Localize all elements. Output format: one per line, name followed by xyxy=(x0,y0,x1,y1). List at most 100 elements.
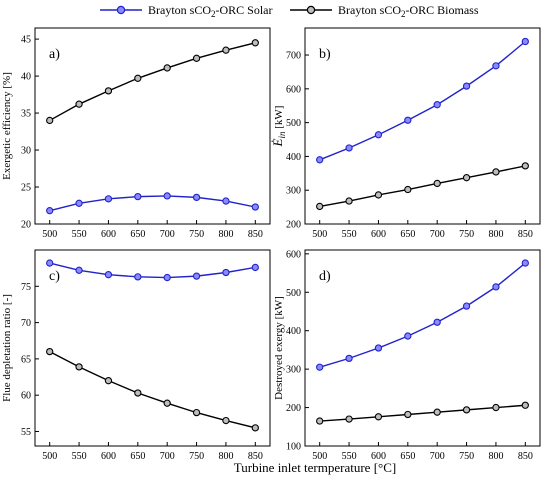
series-line xyxy=(49,195,256,212)
x-tick-label: 800 xyxy=(488,451,503,462)
series-2 xyxy=(316,401,529,425)
x-tick-label: 500 xyxy=(42,229,57,240)
data-point xyxy=(192,272,201,280)
x-tick-label: 650 xyxy=(400,451,415,462)
y-tick-label: 200 xyxy=(286,220,301,231)
data-point xyxy=(404,410,412,419)
data-point xyxy=(374,413,383,421)
data-point xyxy=(345,197,353,205)
data-point xyxy=(433,408,441,416)
x-tick-label: 650 xyxy=(130,451,145,462)
series-line xyxy=(49,42,256,122)
data-point xyxy=(163,64,171,72)
data-point xyxy=(374,131,383,139)
data-point xyxy=(163,273,171,282)
shared-x-axis-label: Turbine inlet termperature [°C] xyxy=(234,460,396,475)
x-tick-label: 550 xyxy=(72,229,87,240)
data-point xyxy=(345,144,353,152)
legend-marker xyxy=(306,5,316,15)
data-point xyxy=(251,424,259,432)
y-tick-label: 75 xyxy=(21,282,31,293)
data-point xyxy=(316,363,324,371)
data-point xyxy=(316,202,324,211)
x-tick-label: 550 xyxy=(342,451,357,462)
series-2 xyxy=(46,39,259,125)
x-tick-label: 550 xyxy=(342,229,357,240)
x-tick-label: 750 xyxy=(459,229,474,240)
data-point xyxy=(134,389,142,397)
data-point xyxy=(521,259,529,267)
x-tick-label: 500 xyxy=(312,451,327,462)
x-tick-label: 500 xyxy=(42,451,57,462)
data-point xyxy=(46,347,54,356)
x-tick-label: 800 xyxy=(488,229,503,240)
data-point xyxy=(75,199,83,207)
data-point xyxy=(251,263,259,272)
data-point xyxy=(75,363,83,371)
y-tick-label: 600 xyxy=(286,84,301,95)
data-point xyxy=(433,179,441,188)
data-point xyxy=(462,302,471,310)
data-point xyxy=(222,197,230,205)
x-tick-label: 600 xyxy=(371,451,386,462)
data-point xyxy=(492,62,500,70)
data-point xyxy=(374,344,383,352)
data-point xyxy=(492,283,500,291)
data-point xyxy=(492,168,500,176)
panel-4: 500 550 600 650 700 750 800 850 100 200 300 400 500 6… xyxy=(273,249,541,462)
data-point xyxy=(433,101,441,109)
data-point xyxy=(316,417,324,425)
data-point xyxy=(104,195,113,203)
data-point xyxy=(404,116,412,124)
y-tick-label: 45 xyxy=(21,35,31,46)
x-tick-label: 800 xyxy=(218,451,233,462)
x-tick-label: 650 xyxy=(400,229,415,240)
y-tick-label: 600 xyxy=(286,249,301,260)
x-tick-label: 800 xyxy=(218,229,233,240)
data-point xyxy=(404,332,412,340)
data-point xyxy=(46,207,54,215)
legend-label: Brayton sCO2-ORC Solar xyxy=(148,3,273,19)
data-point xyxy=(345,354,353,363)
plot-frame xyxy=(304,27,541,225)
data-point xyxy=(316,156,324,164)
y-tick-label: 35 xyxy=(21,109,31,120)
data-point xyxy=(163,192,171,200)
series-line xyxy=(319,40,526,161)
series-1 xyxy=(46,192,259,215)
y-tick-label: 700 xyxy=(286,51,301,62)
series-1 xyxy=(316,259,529,371)
y-tick-label: 400 xyxy=(286,326,301,337)
y-tick-label: 500 xyxy=(286,288,301,299)
y-tick-label: 20 xyxy=(21,220,31,231)
data-point xyxy=(251,203,259,211)
legend-marker xyxy=(116,5,126,15)
x-tick-label: 600 xyxy=(101,229,116,240)
data-point xyxy=(374,191,383,199)
x-tick-label: 850 xyxy=(248,229,263,240)
data-point xyxy=(345,415,353,423)
y-tick-label: 300 xyxy=(286,365,301,376)
y-axis-label: Destroyed exergy [kW] xyxy=(273,296,285,400)
data-point xyxy=(222,416,230,425)
data-point xyxy=(46,259,54,267)
series-line xyxy=(319,165,526,208)
y-tick-label: 65 xyxy=(21,354,31,365)
legend: Brayton sCO2-ORC Solar Brayton sCO2-ORC B… xyxy=(100,3,479,19)
x-tick-label: 600 xyxy=(371,229,386,240)
panel-3: 500 550 600 650 700 750 800 850 55 60 65 70 75 Flue d… xyxy=(1,249,271,462)
panel-letter: b) xyxy=(319,47,331,62)
data-point xyxy=(433,318,441,326)
y-tick-label: 200 xyxy=(286,403,301,414)
y-tick-label: 400 xyxy=(286,152,301,163)
x-tick-label: 700 xyxy=(160,451,175,462)
x-tick-label: 700 xyxy=(430,229,445,240)
data-point xyxy=(134,273,142,281)
y-tick-label: 300 xyxy=(286,186,301,197)
y-tick-label: 60 xyxy=(21,391,31,402)
series-line xyxy=(49,262,256,279)
data-point xyxy=(222,46,230,54)
panel-letter: a) xyxy=(49,47,60,62)
x-tick-label: 500 xyxy=(312,229,327,240)
x-tick-label: 600 xyxy=(101,451,116,462)
